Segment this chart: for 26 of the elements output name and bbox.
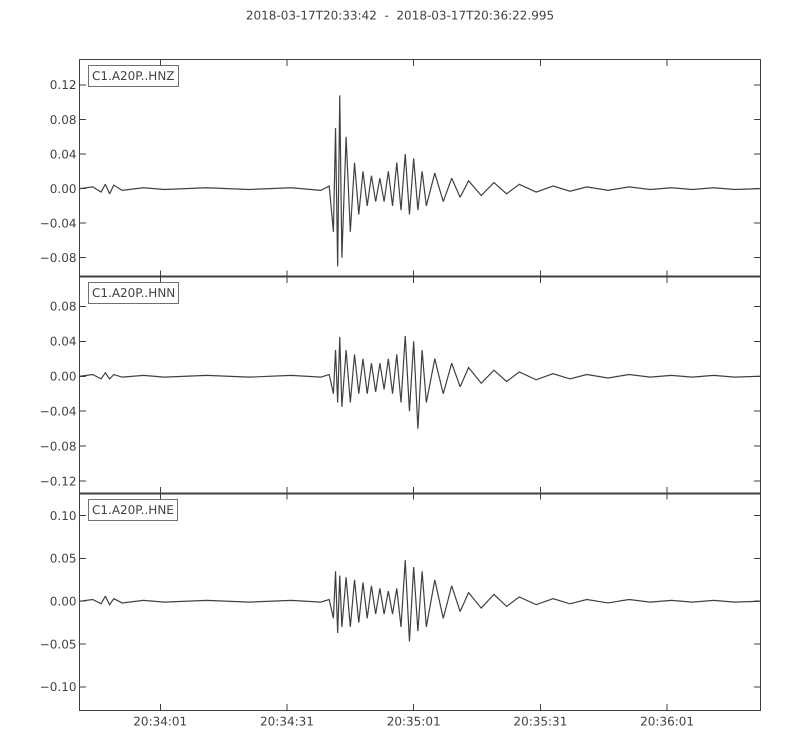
- x-tick-label: 20:35:01: [386, 714, 441, 728]
- text: C1.A20P..HNN: [92, 286, 176, 300]
- y-tick-label: 0.10: [50, 508, 76, 523]
- y-tick-label: −0.04: [40, 216, 76, 230]
- y-tick-label: 0.00: [50, 594, 76, 608]
- y-tick-label: −0.05: [40, 637, 76, 652]
- y-tick-label: 0.04: [50, 334, 76, 349]
- y-tick-label: 0.00: [50, 369, 76, 384]
- y-tick-label: −0.10: [40, 680, 76, 694]
- y-tick-label: −0.12: [40, 474, 76, 488]
- legend-label: C1.A20P..HNZ: [92, 69, 175, 83]
- x-tick-label: 20:35:31: [513, 714, 568, 728]
- y-tick-label: 0.08: [50, 112, 76, 127]
- y-tick-label: −0.08: [40, 439, 76, 454]
- y-tick-label: 0.12: [50, 78, 76, 92]
- y-tick-label: 0.04: [50, 147, 76, 162]
- y-tick-label: 0.05: [50, 552, 76, 566]
- x-tick-label: 20:34:31: [260, 714, 314, 728]
- x-tick-label: 20:34:01: [133, 714, 188, 728]
- text: C1.A20P..HNE: [92, 503, 174, 517]
- y-tick-label: 0.08: [50, 300, 76, 314]
- y-tick-label: 0.00: [50, 182, 76, 196]
- y-tick-label: −0.04: [40, 404, 76, 418]
- x-tick-label: 20:36:01: [640, 714, 694, 728]
- y-tick-label: −0.08: [40, 250, 76, 265]
- chart-title: 2018-03-17T20:33:42 - 2018-03-17T20:36:22.995: [246, 8, 554, 23]
